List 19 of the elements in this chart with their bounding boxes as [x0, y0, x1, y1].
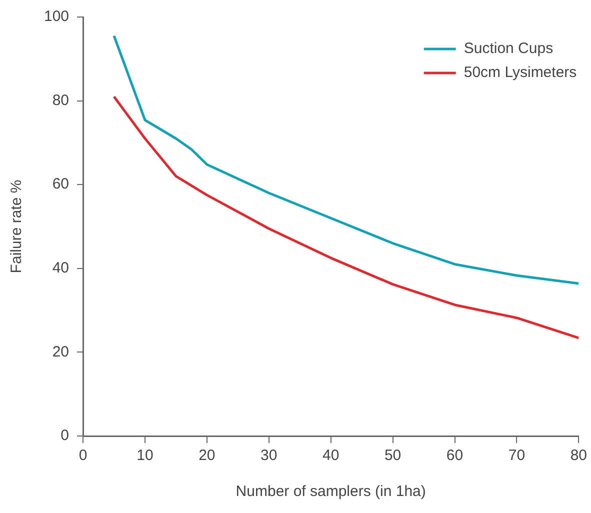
- x-tick-label: 0: [78, 447, 88, 464]
- x-tick-label: 60: [446, 447, 464, 464]
- x-tick-label: 70: [508, 447, 526, 464]
- y-tick-label: 20: [52, 343, 70, 360]
- y-tick-label: 80: [52, 92, 70, 109]
- x-tick-label: 50: [384, 447, 402, 464]
- x-tick-label: 10: [136, 447, 154, 464]
- y-tick-label: 60: [52, 176, 70, 193]
- legend-label: 50cm Lysimeters: [464, 64, 577, 82]
- y-tick-label: 100: [44, 8, 70, 26]
- y-tick-label: 0: [60, 427, 70, 444]
- x-tick-label: 40: [322, 447, 340, 464]
- y-axis-title: Failure rate %: [8, 180, 26, 274]
- legend-label: Suction Cups: [464, 40, 554, 58]
- x-tick-label: 80: [570, 447, 587, 464]
- x-tick-label: 30: [260, 447, 278, 464]
- y-tick-label: 40: [52, 260, 70, 277]
- x-tick-label: 20: [198, 447, 216, 464]
- x-axis-title: Number of samplers (in 1ha): [236, 483, 426, 500]
